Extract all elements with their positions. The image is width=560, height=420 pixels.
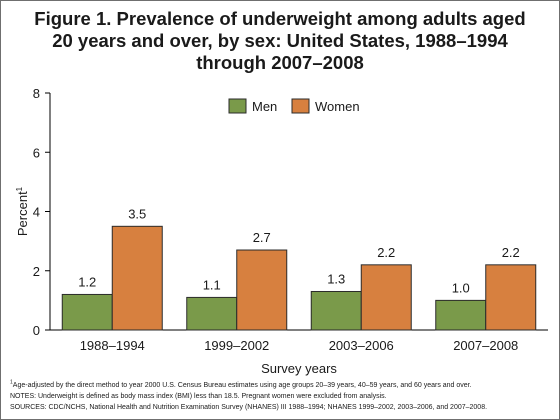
- bar-women-3: [485, 264, 537, 331]
- bar-women-0: [111, 225, 163, 331]
- x-tick-label: 2003–2006: [329, 338, 394, 353]
- x-tick-label: 2007–2008: [453, 338, 518, 353]
- footnote-notes: NOTES: Underweight is defined as body ma…: [10, 393, 387, 400]
- footnote-age-adjusted: 1Age-adjusted by the direct method to ye…: [10, 380, 555, 391]
- y-axis-label-sup: 1: [15, 186, 24, 191]
- footnote-age-adjusted-text: Age-adjusted by the direct method to yea…: [12, 382, 472, 389]
- x-axis-label: Survey years: [261, 361, 337, 376]
- data-label-women-3: 2.2: [502, 245, 520, 260]
- legend-label-men: Men: [252, 99, 277, 114]
- bar-women-2: [360, 264, 412, 331]
- y-tick-label: 4: [33, 205, 40, 220]
- x-tick-label: 1999–2002: [204, 338, 269, 353]
- bar-men-1: [186, 296, 238, 331]
- data-label-women-1: 2.7: [253, 230, 271, 245]
- footnote-sources: SOURCES: CDC/NCHS, National Health and N…: [10, 404, 488, 411]
- chart-title: Figure 1. Prevalence of underweight amon…: [0, 8, 560, 74]
- data-label-women-0: 3.5: [128, 206, 146, 221]
- footnotes: 1Age-adjusted by the direct method to ye…: [10, 380, 555, 413]
- legend-label-women: Women: [315, 99, 360, 114]
- y-tick-label: 0: [33, 323, 40, 338]
- x-tick-label: 1988–1994: [80, 338, 145, 353]
- title-line-2: 20 years and over, by sex: United States…: [52, 30, 508, 51]
- bars: 1.2 3.5 1.1 2.7 1.3 2.2 1.0 2.2: [61, 206, 537, 331]
- bar-men-0: [61, 293, 113, 331]
- data-label-women-2: 2.2: [377, 245, 395, 260]
- data-label-men-3: 1.0: [452, 280, 470, 295]
- title-line-1: Figure 1. Prevalence of underweight amon…: [34, 8, 526, 29]
- bar-men-2: [310, 290, 362, 331]
- y-axis-label-text: Percent: [15, 191, 30, 236]
- data-label-men-0: 1.2: [78, 274, 96, 289]
- data-label-men-2: 1.3: [327, 271, 345, 286]
- legend: Men Women: [228, 98, 360, 114]
- data-label-men-1: 1.1: [203, 277, 221, 292]
- y-tick-label: 2: [33, 264, 40, 279]
- y-tick-label: 8: [33, 86, 40, 101]
- axes: 0 2 4 6 8 Percent1 1988–1994 1999–2002 2003–2006…: [15, 86, 548, 376]
- legend-swatch-men: [228, 98, 247, 114]
- footnote-marker: 1: [10, 379, 13, 386]
- legend-swatch-women: [291, 98, 310, 114]
- y-tick-label: 6: [33, 145, 40, 160]
- bar-men-3: [435, 299, 487, 331]
- y-axis-label: Percent1: [15, 186, 30, 236]
- title-line-3: through 2007–2008: [196, 52, 364, 73]
- bar-women-1: [236, 249, 288, 331]
